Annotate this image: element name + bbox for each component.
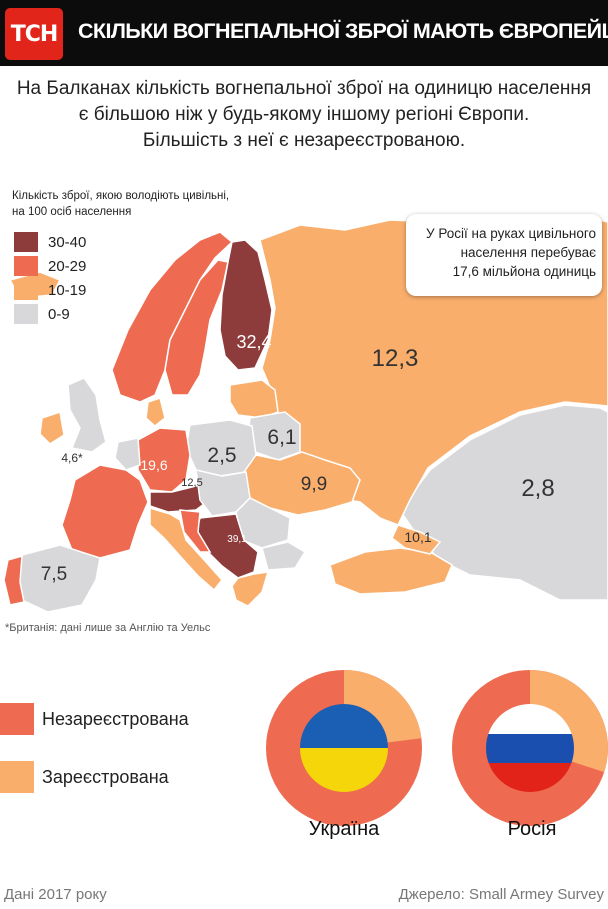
- legend-swatch: [14, 280, 38, 300]
- label-britain: 4,6*: [61, 451, 83, 465]
- legend-swatch-registered: [0, 761, 34, 793]
- subtitle-line-3: Більшість з неї є незареєстрованою.: [142, 130, 466, 151]
- label-austria: 12,5: [181, 477, 202, 489]
- legend-label: 10-19: [48, 281, 87, 299]
- legend-item-0-9: 0-9: [14, 304, 104, 324]
- logo-text: ТСН: [10, 21, 59, 47]
- region-bulgaria: [261, 541, 307, 571]
- legend-swatch: [14, 304, 38, 324]
- region-turkey: [329, 547, 453, 595]
- region-italy: [149, 506, 223, 592]
- region-denmark: [145, 397, 166, 427]
- legend-item-30-40: 30-40: [14, 232, 104, 252]
- country-label-ukraine: Україна: [308, 818, 380, 840]
- legend-swatch: [14, 256, 38, 276]
- tsn-logo[interactable]: ТСН: [5, 8, 63, 60]
- legend-title: Кількість зброї, якою володіють цивільні…: [12, 188, 229, 220]
- legend-label: 0-9: [48, 305, 70, 323]
- legend-item-20-29: 20-29: [14, 256, 104, 276]
- europe-map: 32,4 12,3 2,5 6,1 4,6* 19,6 12,5 9,9 39,…: [3, 219, 608, 613]
- legend-label: 30-40: [48, 233, 87, 251]
- country-label-russia: Росія: [507, 818, 557, 840]
- label-russia: 12,3: [372, 345, 419, 372]
- legend-title-line-1: Кількість зброї, якою володіють цивільні…: [12, 190, 230, 202]
- legend-swatch-unregistered: [0, 703, 34, 735]
- footer-source: Джерело: Small Armey Survey: [398, 886, 604, 903]
- ukraine-flag: [300, 704, 388, 792]
- label-ukraine: 9,9: [301, 474, 327, 495]
- label-kazakhstan: 2,8: [521, 475, 554, 502]
- russia-callout: У Росії на руках цивільного населення пе…: [406, 214, 602, 296]
- donut-russia-registered: [452, 670, 608, 826]
- header-bar: ТСН СКІЛЬКИ ВОГНЕПАЛЬНОЇ ЗБРОЇ МАЮТЬ ЄВР…: [0, 0, 608, 66]
- donut-ukraine: [266, 670, 422, 826]
- callout-line-3: 17,6 мільйона одиниць: [452, 264, 596, 279]
- region-finland: [219, 239, 273, 371]
- label-georgia: 10,1: [404, 529, 431, 545]
- region-georgia: [391, 524, 442, 555]
- legend-label-registered: Зареєстрована: [42, 766, 169, 787]
- subtitle: На Балканах кількість вогнепальної зброї…: [0, 76, 608, 154]
- britain-footnote: *Британія: дані лише за Англію та Уельс: [5, 622, 211, 634]
- russia-flag: [486, 704, 574, 792]
- legend-unregistered: Незареєстрована: [0, 703, 189, 735]
- legend-item-10-19: 10-19: [14, 280, 104, 300]
- region-sweden: [164, 259, 229, 396]
- region-ireland: [39, 411, 65, 445]
- subtitle-line-2: є більшою ніж у будь-якому іншому регіон…: [78, 104, 530, 125]
- region-benelux: [114, 437, 141, 471]
- subtitle-line-1: На Балканах кількість вогнепальної зброї…: [16, 78, 592, 99]
- legend-registered: Зареєстрована: [0, 761, 169, 793]
- region-germany: [137, 427, 191, 493]
- region-portugal: [3, 554, 25, 606]
- legend-label: 20-29: [48, 257, 87, 275]
- region-britain: [67, 377, 107, 453]
- legend-title-line-2: на 100 осіб населення: [12, 206, 132, 218]
- label-germany: 19,6: [140, 457, 167, 473]
- label-finland: 32,4: [236, 332, 271, 352]
- label-spain: 7,5: [41, 564, 67, 585]
- page-title: СКІЛЬКИ ВОГНЕПАЛЬНОЇ ЗБРОЇ МАЮТЬ ЄВРОПЕЙ…: [78, 19, 608, 43]
- region-norway: [111, 231, 234, 403]
- footer-date: Дані 2017 року: [4, 886, 107, 903]
- label-belarus: 6,1: [267, 426, 296, 449]
- region-france: [61, 464, 149, 559]
- donut-ukraine-registered: [266, 670, 422, 826]
- donut-russia: [452, 670, 608, 826]
- region-greece: [231, 571, 270, 607]
- callout-line-2: населення перебуває: [460, 245, 596, 260]
- legend-swatch: [14, 232, 38, 252]
- callout-line-1: У Росії на руках цивільного: [426, 226, 596, 241]
- label-montenegro: 39,1: [227, 534, 247, 545]
- label-poland: 2,5: [207, 444, 236, 467]
- legend-label-unregistered: Незареєстрована: [42, 708, 189, 729]
